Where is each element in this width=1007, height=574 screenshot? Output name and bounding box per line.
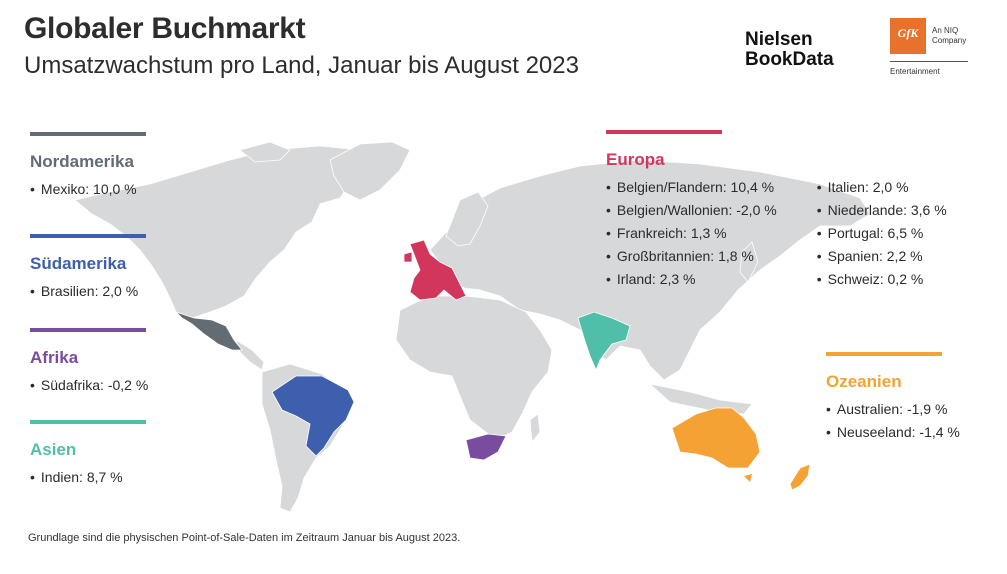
- region-nordamerika-list: Mexiko: 10,0 %: [30, 178, 146, 201]
- map-irland: [403, 251, 413, 263]
- map-africa: [395, 295, 553, 441]
- region-asien: Asien Indien: 8,7 %: [30, 420, 146, 489]
- map-brasilien: [271, 375, 355, 457]
- region-nordamerika-bar: [30, 132, 146, 136]
- gfk-subtitle: Entertainment: [890, 67, 940, 76]
- map-mexiko: [175, 311, 243, 351]
- region-asien-bar: [30, 420, 146, 424]
- region-suedamerika-list: Brasilien: 2,0 %: [30, 280, 146, 303]
- region-ozeanien-list: Australien: -1,9 % Neuseeland: -1,4 %: [826, 398, 960, 444]
- map-scandinavia: [445, 191, 489, 247]
- map-neuseeland: [789, 463, 811, 491]
- region-asien-name: Asien: [30, 440, 77, 459]
- list-item: Australien: -1,9 %: [826, 398, 960, 421]
- map-suedafrika: [465, 433, 507, 461]
- gfk-tagline: An NIQ Company: [932, 26, 966, 46]
- map-madagascar: [529, 413, 541, 444]
- region-europa: Europa Belgien/Flandern: 10,4 % Belgien/…: [606, 130, 947, 291]
- map-indien: [577, 311, 631, 372]
- region-europa-bar: [606, 130, 722, 134]
- gfk-logo: GfK: [890, 18, 926, 54]
- region-europa-list-1: Belgien/Flandern: 10,4 % Belgien/Walloni…: [606, 176, 777, 291]
- region-afrika-list: Südafrika: -0,2 %: [30, 374, 148, 397]
- region-suedamerika-name: Südamerika: [30, 254, 127, 273]
- page-title: Globaler Buchmarkt: [24, 12, 306, 45]
- page-subtitle: Umsatzwachstum pro Land, Januar bis Augu…: [24, 52, 579, 79]
- list-item: Italien: 2,0 %: [817, 176, 947, 199]
- region-nordamerika-name: Nordamerika: [30, 152, 134, 171]
- region-europa-columns: Belgien/Flandern: 10,4 % Belgien/Walloni…: [606, 176, 947, 291]
- list-item: Brasilien: 2,0 %: [30, 280, 146, 303]
- region-asien-list: Indien: 8,7 %: [30, 466, 146, 489]
- region-ozeanien-bar: [826, 352, 942, 356]
- region-europa-name: Europa: [606, 150, 665, 169]
- footnote: Grundlage sind die physischen Point-of-S…: [28, 532, 461, 544]
- nielsen-logo-line1: Nielsen: [745, 29, 813, 50]
- list-item: Belgien/Flandern: 10,4 %: [606, 176, 777, 199]
- region-ozeanien-name: Ozeanien: [826, 372, 902, 391]
- region-suedamerika: Südamerika Brasilien: 2,0 %: [30, 234, 146, 303]
- list-item: Niederlande: 3,6 %: [817, 199, 947, 222]
- nielsen-logo-line2: BookData: [745, 49, 834, 70]
- list-item: Großbritannien: 1,8 %: [606, 245, 777, 268]
- nielsen-logo: Nielsen BookData: [745, 30, 834, 70]
- map-tasmanien: [744, 474, 752, 482]
- region-afrika-name: Afrika: [30, 348, 79, 367]
- gfk-tagline-line1: An NIQ: [932, 26, 959, 35]
- list-item: Belgien/Wallonien: -2,0 %: [606, 199, 777, 222]
- region-europa-list-2: Italien: 2,0 % Niederlande: 3,6 % Portug…: [817, 176, 947, 291]
- map-europa-laender: [409, 239, 467, 301]
- list-item: Indien: 8,7 %: [30, 466, 146, 489]
- list-item: Irland: 2,3 %: [606, 268, 777, 291]
- map-arctic-islands: [239, 141, 291, 163]
- list-item: Neuseeland: -1,4 %: [826, 421, 960, 444]
- region-suedamerika-bar: [30, 234, 146, 238]
- map-greenland: [329, 141, 411, 201]
- map-se-asia-islands: [648, 383, 753, 415]
- region-afrika: Afrika Südafrika: -0,2 %: [30, 328, 148, 397]
- logo-divider: [890, 61, 968, 62]
- map-central-america: [235, 339, 265, 371]
- region-afrika-bar: [30, 328, 146, 332]
- gfk-logo-text: GfK: [897, 26, 919, 40]
- list-item: Frankreich: 1,3 %: [606, 222, 777, 245]
- map-australien: [671, 407, 761, 469]
- list-item: Schweiz: 0,2 %: [817, 268, 947, 291]
- list-item: Südafrika: -0,2 %: [30, 374, 148, 397]
- region-nordamerika: Nordamerika Mexiko: 10,0 %: [30, 132, 146, 201]
- list-item: Portugal: 6,5 %: [817, 222, 947, 245]
- region-ozeanien: Ozeanien Australien: -1,9 % Neuseeland: …: [826, 352, 960, 444]
- list-item: Mexiko: 10,0 %: [30, 178, 146, 201]
- gfk-tagline-line2: Company: [932, 36, 967, 45]
- list-item: Spanien: 2,2 %: [817, 245, 947, 268]
